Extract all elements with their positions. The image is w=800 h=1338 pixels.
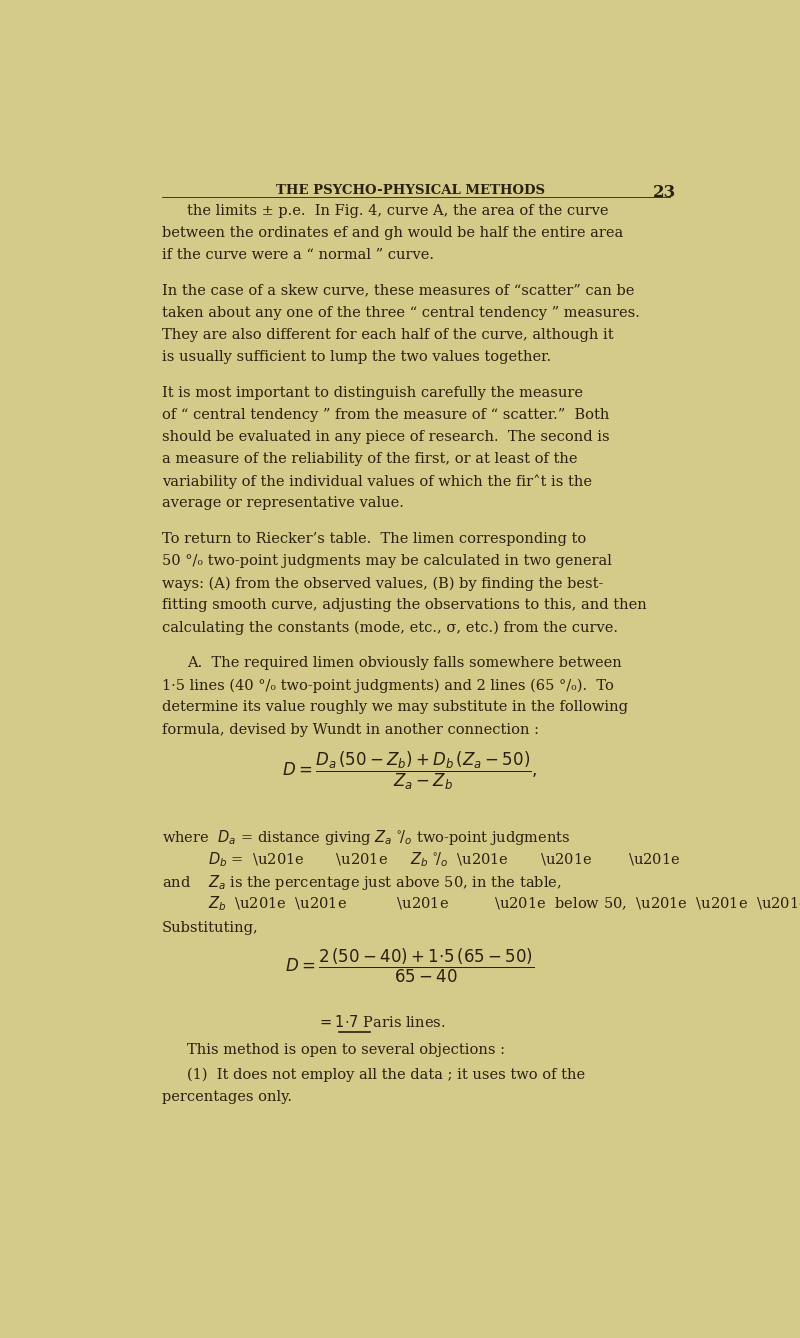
Text: formula, devised by Wundt in another connection :: formula, devised by Wundt in another con… — [162, 723, 539, 736]
Text: average or representative value.: average or representative value. — [162, 496, 404, 510]
Text: calculating the constants (mode, etc., σ, etc.) from the curve.: calculating the constants (mode, etc., σ… — [162, 621, 618, 636]
Text: ways: (A) from the observed values, (B) by finding the best-: ways: (A) from the observed values, (B) … — [162, 577, 603, 590]
Text: THE PSYCHO-PHYSICAL METHODS: THE PSYCHO-PHYSICAL METHODS — [275, 185, 545, 197]
Text: Substituting,: Substituting, — [162, 921, 258, 935]
Text: should be evaluated in any piece of research.  The second is: should be evaluated in any piece of rese… — [162, 429, 610, 444]
Text: A.  The required limen obviously falls somewhere between: A. The required limen obviously falls so… — [187, 656, 622, 670]
Text: 50 °/ₒ two-point judgments may be calculated in two general: 50 °/ₒ two-point judgments may be calcul… — [162, 554, 612, 569]
Text: and    $Z_a$ is the percentage just above 50, in the table,: and $Z_a$ is the percentage just above 5… — [162, 872, 562, 891]
Text: determine its value roughly we may substitute in the following: determine its value roughly we may subst… — [162, 700, 628, 714]
Text: if the curve were a “ normal ” curve.: if the curve were a “ normal ” curve. — [162, 248, 434, 262]
Text: a measure of the reliability of the first, or at least of the: a measure of the reliability of the firs… — [162, 452, 578, 466]
Text: between the ordinates ef and gh would be half the entire area: between the ordinates ef and gh would be… — [162, 226, 623, 240]
Text: percentages only.: percentages only. — [162, 1090, 292, 1104]
Text: fitting smooth curve, adjusting the observations to this, and then: fitting smooth curve, adjusting the obse… — [162, 598, 646, 613]
Text: taken about any one of the three “ central tendency ” measures.: taken about any one of the three “ centr… — [162, 306, 640, 320]
Text: They are also different for each half of the curve, although it: They are also different for each half of… — [162, 328, 614, 343]
Text: is usually sufficient to lump the two values together.: is usually sufficient to lump the two va… — [162, 351, 551, 364]
Text: $= 1{\cdot}7$ Paris lines.: $= 1{\cdot}7$ Paris lines. — [317, 1014, 446, 1030]
Text: where  $D_a$ = distance giving $Z_a\;^{\circ}\!/_{o}$ two-point judgments: where $D_a$ = distance giving $Z_a\;^{\c… — [162, 828, 570, 847]
Text: To return to Riecker’s table.  The limen corresponding to: To return to Riecker’s table. The limen … — [162, 533, 586, 546]
Text: It is most important to distinguish carefully the measure: It is most important to distinguish care… — [162, 385, 583, 400]
Text: (1)  It does not employ all the data ; it uses two of the: (1) It does not employ all the data ; it… — [187, 1068, 585, 1082]
Text: variability of the individual values of which the fir˄t is the: variability of the individual values of … — [162, 474, 592, 488]
Text: In the case of a skew curve, these measures of “scatter” can be: In the case of a skew curve, these measu… — [162, 284, 634, 297]
Text: This method is open to several objections :: This method is open to several objection… — [187, 1042, 505, 1057]
Text: $D_b$ =  \u201e       \u201e     $Z_b\;^{\circ}\!/_{o}$  \u201e       \u201e    : $D_b$ = \u201e \u201e $Z_b\;^{\circ}\!/_… — [209, 851, 681, 870]
Text: the limits ± p.e.  In Fig. 4, curve A, the area of the curve: the limits ± p.e. In Fig. 4, curve A, th… — [187, 203, 608, 218]
Text: $D = \dfrac{D_a\,(50 - Z_b) + D_b\,(Z_a - 50)}{Z_a - Z_b},$: $D = \dfrac{D_a\,(50 - Z_b) + D_b\,(Z_a … — [282, 751, 538, 792]
Text: $D = \dfrac{2\,(50 - 40) + 1{\cdot}5\,(65 - 50)}{65 - 40}$: $D = \dfrac{2\,(50 - 40) + 1{\cdot}5\,(6… — [286, 947, 534, 985]
Text: $Z_b$  \u201e  \u201e           \u201e          \u201e  below 50,  \u201e  \u201: $Z_b$ \u201e \u201e \u201e \u201e below … — [209, 895, 800, 914]
Text: of “ central tendency ” from the measure of “ scatter.”  Both: of “ central tendency ” from the measure… — [162, 408, 610, 421]
Text: 23: 23 — [654, 185, 677, 201]
Text: 1·5 lines (40 °/ₒ two-point judgments) and 2 lines (65 °/ₒ).  To: 1·5 lines (40 °/ₒ two-point judgments) a… — [162, 678, 614, 693]
